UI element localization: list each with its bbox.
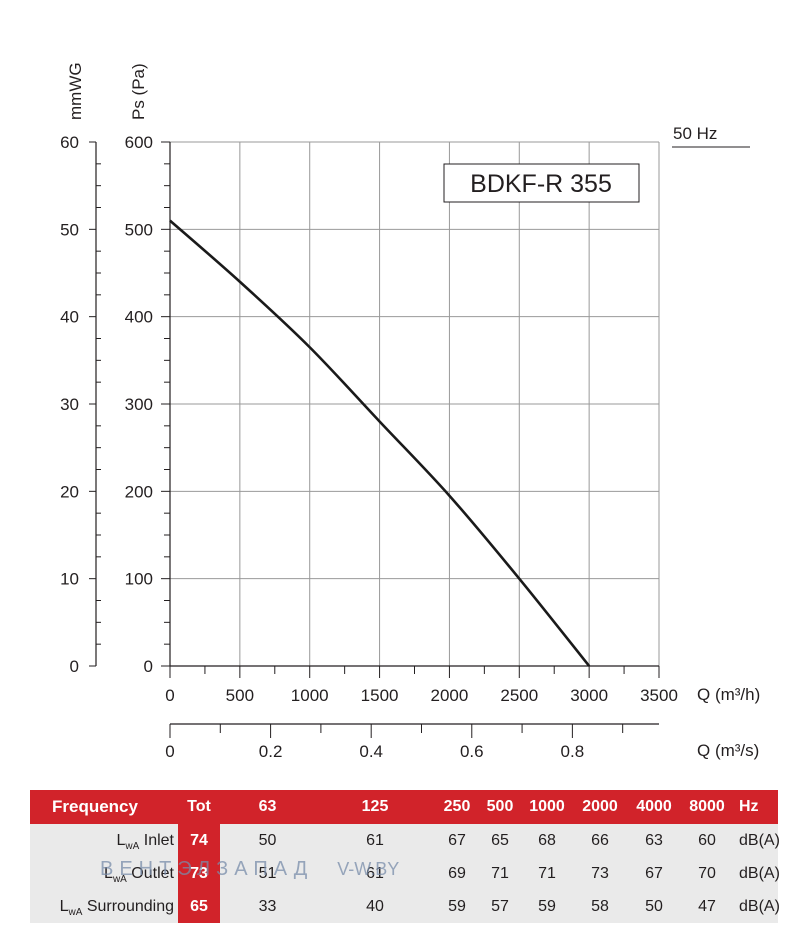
x2-tick-label: 0.6: [460, 742, 484, 761]
mmwg-tick-label: 40: [60, 308, 79, 327]
model-title-box: [443, 163, 640, 203]
band-header: 250: [435, 790, 479, 824]
unit-value: dB(A): [733, 890, 780, 923]
x-tick-label: 500: [226, 686, 254, 705]
band-value: 58: [573, 890, 627, 923]
mmwg-tick-label: 60: [60, 133, 79, 152]
y-tick-label: 600: [125, 133, 153, 152]
band-value: 71: [479, 857, 521, 890]
x2-tick-label: 0.8: [561, 742, 585, 761]
band-value: 70: [681, 857, 733, 890]
x2-tick-label: 0: [165, 742, 174, 761]
tot-header: Tot: [178, 790, 220, 824]
x-tick-label: 3000: [570, 686, 608, 705]
tot-value: 74: [178, 824, 220, 857]
band-header: 1000: [521, 790, 573, 824]
band-value: 51: [220, 857, 315, 890]
row-label: LwA Inlet: [30, 824, 178, 857]
mmwg-tick-label: 50: [60, 220, 79, 239]
unit-value: dB(A): [733, 824, 780, 857]
y-tick-label: 100: [125, 570, 153, 589]
band-value: 63: [627, 824, 681, 857]
chart-axes: [89, 141, 660, 738]
band-header: 500: [479, 790, 521, 824]
watermark: ВЕНТЭЛЗАПАД V-W.BY: [100, 858, 399, 881]
y-tick-label: 300: [125, 395, 153, 414]
band-header: 2000: [573, 790, 627, 824]
band-value: 61: [315, 824, 435, 857]
frequency-header: Frequency: [30, 790, 178, 824]
x-tick-label: 2500: [500, 686, 538, 705]
band-value: 66: [573, 824, 627, 857]
mmwg-tick-label: 30: [60, 395, 79, 414]
frequency-label: 50 Hz: [673, 124, 717, 143]
band-value: 65: [479, 824, 521, 857]
x2-axis-title: Q (m³/s): [697, 741, 759, 760]
band-value: 57: [479, 890, 521, 923]
band-value: 67: [627, 857, 681, 890]
band-header: 4000: [627, 790, 681, 824]
row-label: LwA Surrounding: [30, 890, 178, 923]
x-tick-label: 0: [165, 686, 174, 705]
mmwg-tick-label: 10: [60, 570, 79, 589]
y-tick-label: 200: [125, 482, 153, 501]
table-header-row: Frequency Tot 63 125 250 500 1000 2000 4…: [30, 790, 778, 824]
band-value: 60: [681, 824, 733, 857]
table-row: LwA Inlet 74 50 61 67 65 68 66 63 60 dB(A): [30, 824, 780, 857]
chart-grid: [169, 141, 660, 667]
band-value: 33: [220, 890, 315, 923]
x2-tick-label: 0.2: [259, 742, 283, 761]
row-label: LwA Outlet: [30, 857, 178, 890]
y-tick-label: 400: [125, 308, 153, 327]
band-header: 8000: [681, 790, 733, 824]
hz-header: Hz: [733, 790, 778, 824]
x-tick-label: 1000: [291, 686, 329, 705]
watermark-domain: V-W.BY: [337, 859, 400, 879]
tot-value: 73: [178, 857, 220, 890]
band-value: 61: [315, 857, 435, 890]
tot-value: 65: [178, 890, 220, 923]
x-tick-label: 2000: [431, 686, 469, 705]
ps-axis-title: Ps (Pa): [129, 63, 148, 120]
band-header: 63: [220, 790, 315, 824]
sound-power-table: Frequency Tot 63 125 250 500 1000 2000 4…: [30, 790, 780, 923]
band-value: 68: [521, 824, 573, 857]
model-title: BDKF-R 355: [470, 170, 612, 198]
mmwg-axis-title: mmWG: [66, 62, 85, 120]
band-value: 50: [220, 824, 315, 857]
band-value: 69: [435, 857, 479, 890]
unit-value: dB(A): [733, 857, 780, 890]
x2-tick-label: 0.4: [359, 742, 383, 761]
band-value: 40: [315, 890, 435, 923]
mmwg-tick-label: 0: [70, 657, 79, 676]
band-value: 59: [435, 890, 479, 923]
band-value: 73: [573, 857, 627, 890]
table-row: LwA Outlet 73 51 61 69 71 71 73 67 70 dB(A): [30, 857, 780, 890]
x-axis-title: Q (m³/h): [697, 685, 760, 704]
mmwg-tick-label: 20: [60, 482, 79, 501]
band-value: 67: [435, 824, 479, 857]
band-value: 50: [627, 890, 681, 923]
band-value: 47: [681, 890, 733, 923]
y-tick-label: 0: [144, 657, 153, 676]
y-tick-label: 500: [125, 220, 153, 239]
x-tick-label: 1500: [361, 686, 399, 705]
watermark-brand: ВЕНТЭЛЗАПАД: [100, 858, 314, 880]
band-value: 59: [521, 890, 573, 923]
band-value: 71: [521, 857, 573, 890]
table-row: LwA Surrounding 65 33 40 59 57 59 58 50 47 dB(A): [30, 890, 780, 923]
pressure-curve: [169, 219, 591, 667]
x-tick-label: 3500: [640, 686, 678, 705]
band-header: 125: [315, 790, 435, 824]
